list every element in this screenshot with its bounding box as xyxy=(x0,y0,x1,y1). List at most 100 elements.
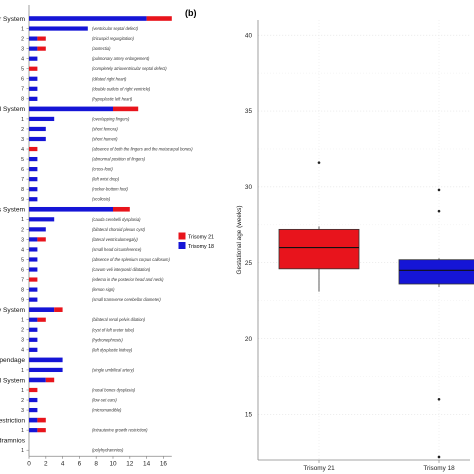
item-annotation: (pulmonary artery enlargement) xyxy=(92,56,150,61)
panel-b-label: (b) xyxy=(185,8,197,18)
item-number: 3 xyxy=(21,408,24,414)
item-annotation: (aortectia) xyxy=(92,46,111,51)
bar-trisomy-18 xyxy=(29,36,38,41)
item-number: 1 xyxy=(21,448,24,454)
item-number: 7 xyxy=(21,87,24,93)
x-tick-label: 16 xyxy=(160,460,168,467)
item-number: 1 xyxy=(21,388,24,394)
item-annotation: (short humeri) xyxy=(92,137,118,142)
bar-trisomy-18 xyxy=(29,397,38,403)
x-tick-label: 12 xyxy=(126,460,134,467)
bar-trisomy-18 xyxy=(29,96,38,101)
item-number: 5 xyxy=(21,157,24,163)
item-annotation: (nasal bones dysplasia) xyxy=(92,388,136,393)
bar-trisomy-18 xyxy=(29,297,38,302)
bar-trisomy-18 xyxy=(29,428,38,433)
bar-trisomy-18 xyxy=(29,357,63,363)
item-annotation: (short femora) xyxy=(92,126,118,131)
bar-trisomy-18 xyxy=(29,267,38,272)
item-annotation: (micromandible) xyxy=(92,408,122,413)
bar-trisomy-18 xyxy=(29,287,38,292)
bar-trisomy-18 xyxy=(29,367,63,373)
item-annotation: (tricuspid regurgitation) xyxy=(92,36,135,41)
system-label: ry System xyxy=(0,307,26,314)
system-label: ar System xyxy=(0,16,25,23)
item-number: 2 xyxy=(21,37,24,43)
panel-b-box-plot: (b) 15 20 25 30 35 40 Gestational age (weeks) T… xyxy=(185,8,474,472)
item-number: 3 xyxy=(21,47,24,53)
item-number: 8 xyxy=(21,187,24,193)
bar-trisomy-21 xyxy=(29,387,38,393)
bar-trisomy-21 xyxy=(113,206,130,212)
system-label: al System xyxy=(0,106,26,113)
legend-swatch-trisomy-18 xyxy=(178,242,186,249)
item-number: 6 xyxy=(21,77,24,83)
bar-trisomy-18 xyxy=(29,76,38,81)
x-tick-label: 8 xyxy=(94,460,98,467)
item-annotation: (ventricular septal defect) xyxy=(92,26,139,31)
outlier-point xyxy=(437,188,441,192)
item-annotation: (small transverse cerebellar diameter) xyxy=(92,297,161,302)
item-annotation: (hypoplastic left heart) xyxy=(92,96,133,101)
bar-trisomy-21 xyxy=(45,377,55,383)
bar-trisomy-18 xyxy=(29,237,38,242)
system-label: Restriction xyxy=(0,417,25,424)
bar-trisomy-18 xyxy=(29,167,38,172)
x-tick-label: 6 xyxy=(78,460,82,467)
bar-trisomy-21 xyxy=(29,146,38,152)
bar-trisomy-18 xyxy=(29,106,113,112)
box xyxy=(278,228,360,270)
y-tick-label: 40 xyxy=(245,32,253,39)
item-annotation: (scoliosis) xyxy=(92,197,111,202)
x-tick-label: 0 xyxy=(27,460,31,467)
item-annotation: (hydronephrosis) xyxy=(92,337,123,342)
bar-trisomy-18 xyxy=(29,46,38,51)
bar-trisomy-18 xyxy=(29,317,38,322)
legend-label-trisomy-21: Trisomy 21 xyxy=(188,235,214,241)
y-axis-title: Gestational age (weeks) xyxy=(236,206,243,275)
bar-trisomy-18 xyxy=(29,217,55,222)
bar-trisomy-21 xyxy=(37,46,46,51)
bar-trisomy-18 xyxy=(29,156,38,162)
bar-trisomy-18 xyxy=(29,257,38,262)
bar-trisomy-18 xyxy=(29,417,38,423)
y-tick-label: 25 xyxy=(245,260,253,267)
item-number: 9 xyxy=(21,298,24,304)
x-tick-label: Trisomy 21 xyxy=(303,465,335,472)
system-label: us System xyxy=(0,207,26,214)
x-tick-label: 14 xyxy=(143,460,151,467)
item-number: 8 xyxy=(21,97,24,103)
bar-trisomy-18 xyxy=(29,136,46,142)
item-annotation: (overlapping fingers) xyxy=(92,116,130,121)
item-annotation: (low-set ears) xyxy=(92,398,117,403)
item-annotation: (small head circumference) xyxy=(92,247,142,252)
item-annotation: (rocker-bottom foot) xyxy=(92,187,129,192)
item-number: 4 xyxy=(21,57,24,63)
item-number: 4 xyxy=(21,147,24,153)
item-number: 1 xyxy=(21,368,24,374)
item-annotation: (intrauterine growth restriction) xyxy=(92,428,148,433)
y-tick-label: 30 xyxy=(245,184,253,191)
x-tick-label: 2 xyxy=(44,460,48,467)
bar-trisomy-18 xyxy=(29,177,38,182)
box xyxy=(398,259,474,285)
legend: Trisomy 21 Trisomy 18 xyxy=(178,232,214,250)
item-annotation: (completely atrioventricular septal defe… xyxy=(92,66,167,71)
legend-label-trisomy-18: Trisomy 18 xyxy=(188,244,214,250)
item-number: 4 xyxy=(21,247,24,253)
x-tick-label: 10 xyxy=(109,460,117,467)
item-number: 2 xyxy=(21,328,24,334)
item-annotation: (bilateral renal pelvis dilation) xyxy=(92,317,146,322)
item-annotation: (cavum veli interpositi dilatation) xyxy=(92,267,151,272)
bar-trisomy-21 xyxy=(29,66,38,71)
item-number: 1 xyxy=(21,117,24,123)
bar-trisomy-18 xyxy=(29,197,38,202)
outlier-point xyxy=(437,455,441,459)
bar-trisomy-21 xyxy=(54,307,63,312)
item-number: 3 xyxy=(21,237,24,243)
bar-trisomy-21 xyxy=(37,237,46,242)
bar-trisomy-18 xyxy=(29,377,46,383)
item-number: 4 xyxy=(21,348,24,354)
bar-trisomy-18 xyxy=(29,86,38,91)
item-number: 2 xyxy=(21,127,24,133)
